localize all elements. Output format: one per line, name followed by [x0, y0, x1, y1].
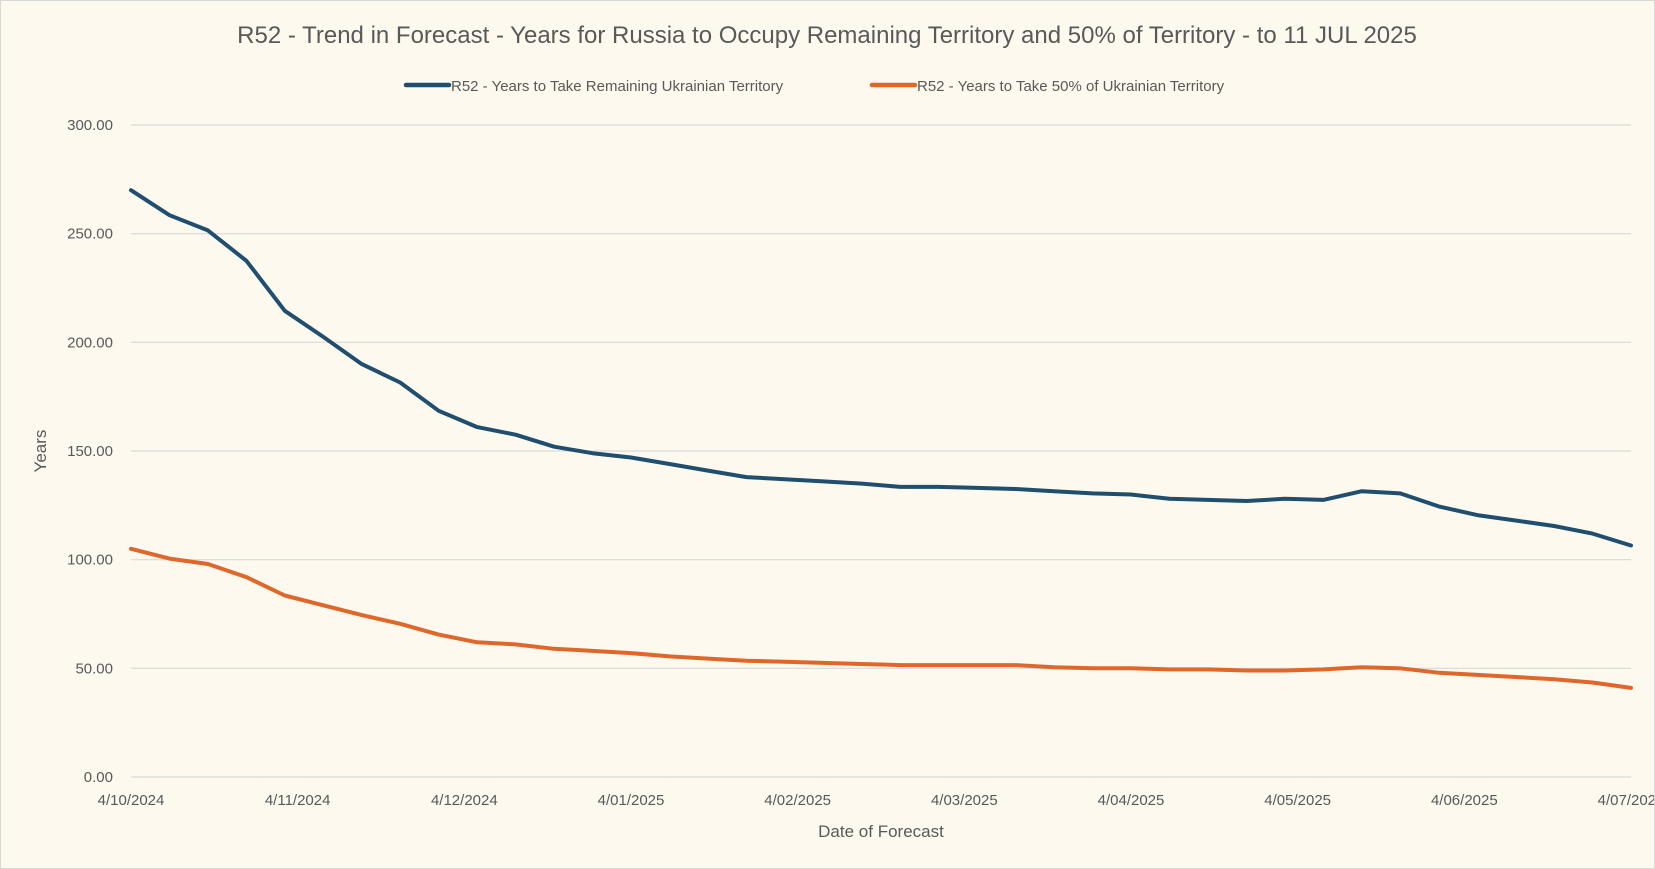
series-line-remaining-territory: [129, 188, 1633, 548]
gridlines: [131, 124, 1631, 778]
series-lines: [129, 188, 1633, 690]
y-axis-title: Years: [31, 430, 50, 473]
x-axis-title: Date of Forecast: [818, 822, 944, 841]
y-tick-label: 0.00: [84, 769, 113, 786]
x-tick-label: 4/06/2025: [1431, 792, 1498, 809]
y-tick-label: 300.00: [67, 117, 113, 134]
legend-label-fifty-percent: R52 - Years to Take 50% of Ukrainian Ter…: [917, 78, 1225, 95]
y-tick-label: 150.00: [67, 443, 113, 460]
x-tick-label: 4/07/2025: [1598, 792, 1654, 809]
legend: R52 - Years to Take Remaining Ukrainian …: [403, 78, 1225, 95]
y-tick-label: 100.00: [67, 552, 113, 569]
x-tick-label: 4/10/2024: [98, 792, 165, 809]
y-tick-label: 200.00: [67, 334, 113, 351]
x-tick-label: 4/05/2025: [1264, 792, 1331, 809]
legend-label-remaining: R52 - Years to Take Remaining Ukrainian …: [451, 78, 784, 95]
x-tick-label: 4/11/2024: [265, 792, 331, 809]
x-tick-label: 4/03/2025: [931, 792, 998, 809]
series-line-fifty-percent-territory: [129, 546, 1633, 690]
y-axis-ticks: 0.00 50.00 100.00 150.00 200.00 250.00 300.00: [67, 117, 113, 786]
y-tick-label: 250.00: [67, 226, 113, 243]
x-tick-label: 4/02/2025: [764, 792, 831, 809]
x-tick-label: 4/01/2025: [598, 792, 665, 809]
y-tick-label: 50.00: [75, 660, 113, 677]
chart-title: R52 - Trend in Forecast - Years for Russ…: [237, 22, 1417, 49]
x-tick-label: 4/12/2024: [431, 792, 498, 809]
x-axis-ticks: 4/10/2024 4/11/2024 4/12/2024 4/01/2025 4/02…: [98, 792, 1654, 809]
x-tick-label: 4/04/2025: [1098, 792, 1165, 809]
